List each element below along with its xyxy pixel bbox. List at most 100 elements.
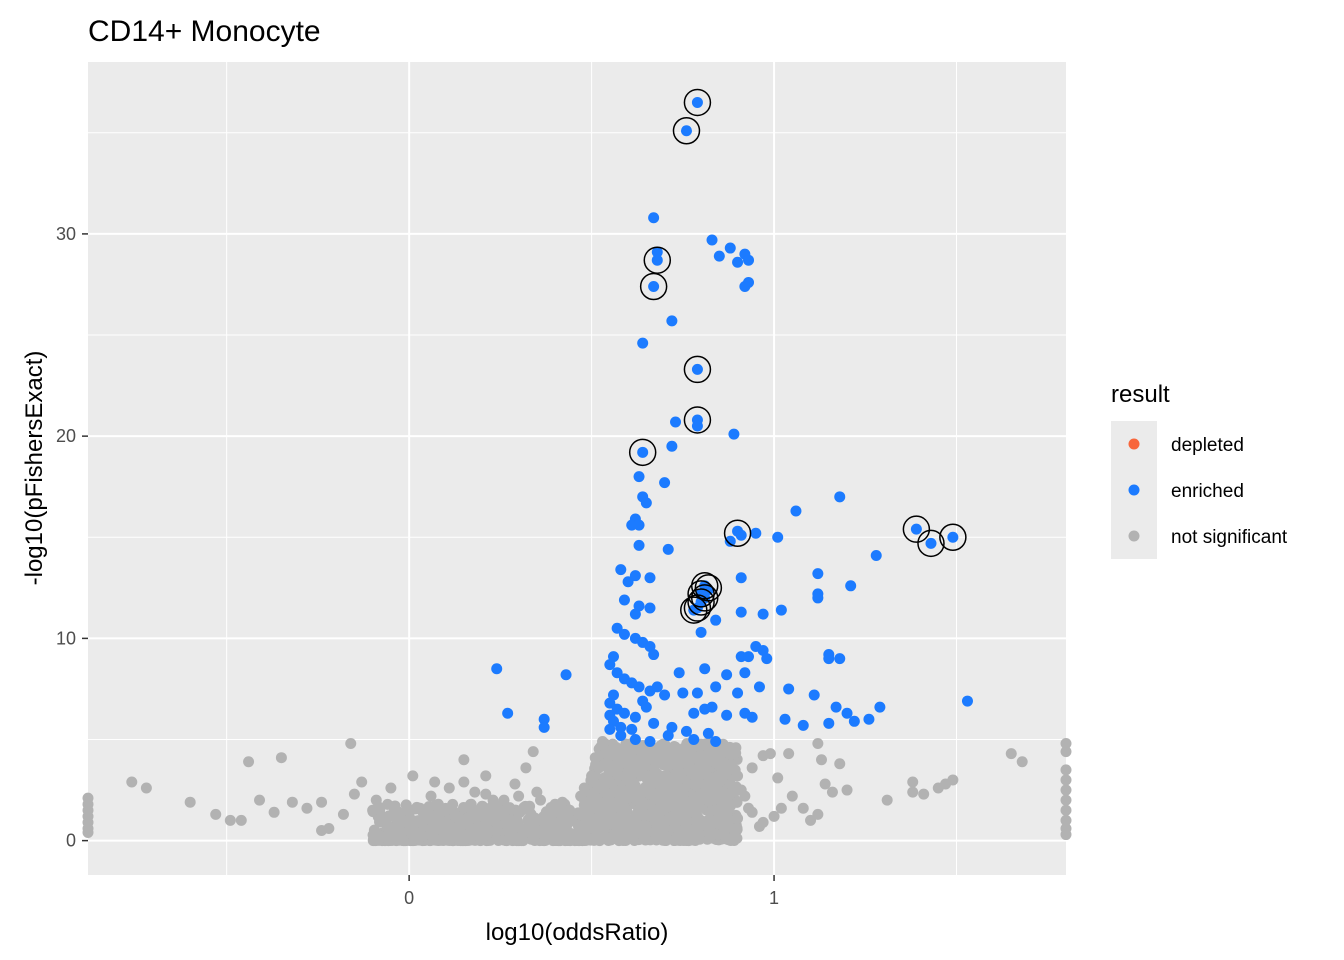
- point-enriched: [688, 734, 700, 745]
- point-not-significant: [607, 742, 619, 754]
- point-not-significant: [235, 814, 247, 826]
- point-enriched: [702, 727, 714, 739]
- point-not-significant: [772, 772, 784, 784]
- point-not-significant: [458, 776, 470, 788]
- point-not-significant: [710, 782, 722, 794]
- point-not-significant: [509, 778, 521, 790]
- highlight-ring: [628, 438, 657, 467]
- point-not-significant: [604, 776, 616, 788]
- point-enriched: [739, 667, 751, 679]
- point-not-significant: [345, 738, 357, 750]
- y-tick-label: 20: [56, 426, 76, 446]
- point-enriched: [870, 549, 882, 561]
- point-not-significant: [834, 758, 846, 770]
- highlight-ring: [639, 272, 668, 301]
- point-not-significant: [659, 746, 671, 758]
- point-enriched: [637, 446, 649, 458]
- point-not-significant: [651, 820, 663, 832]
- point-not-significant: [677, 792, 689, 804]
- point-not-significant: [458, 754, 470, 766]
- point-not-significant: [337, 808, 349, 820]
- point-not-significant: [1060, 774, 1072, 786]
- point-enriched: [710, 736, 722, 748]
- point-enriched: [666, 315, 678, 327]
- point-enriched: [648, 717, 660, 729]
- point-enriched: [622, 576, 634, 588]
- point-not-significant: [348, 788, 360, 800]
- point-not-significant: [1060, 764, 1072, 776]
- point-not-significant: [713, 760, 725, 772]
- point-not-significant: [602, 757, 614, 769]
- point-enriched: [688, 707, 700, 719]
- point-not-significant: [637, 744, 649, 756]
- point-enriched: [611, 622, 623, 634]
- point-enriched: [629, 570, 641, 582]
- point-not-significant: [724, 800, 736, 812]
- point-enriched: [640, 497, 652, 509]
- point-not-significant: [659, 796, 671, 808]
- point-not-significant: [403, 814, 415, 826]
- point-not-significant: [498, 810, 510, 822]
- point-not-significant: [730, 823, 742, 835]
- point-enriched: [670, 416, 682, 428]
- point-enriched: [775, 604, 787, 616]
- point-not-significant: [622, 766, 634, 778]
- point-not-significant: [611, 758, 623, 770]
- point-enriched: [746, 711, 758, 723]
- point-enriched: [710, 614, 722, 626]
- point-enriched: [691, 96, 703, 108]
- point-enriched: [706, 701, 718, 713]
- point-not-significant: [398, 835, 410, 847]
- point-not-significant: [316, 796, 328, 808]
- x-tick-label: 0: [404, 888, 414, 908]
- point-not-significant: [527, 746, 539, 758]
- point-enriched: [845, 580, 857, 592]
- y-tick-label: 0: [66, 831, 76, 851]
- point-not-significant: [513, 790, 525, 802]
- point-enriched: [633, 519, 645, 531]
- legend-title: result: [1111, 381, 1170, 408]
- point-not-significant: [691, 764, 703, 776]
- point-not-significant: [390, 826, 402, 838]
- point-not-significant: [385, 782, 397, 794]
- point-not-significant: [429, 776, 441, 788]
- point-not-significant: [783, 748, 795, 760]
- point-not-significant: [487, 794, 499, 806]
- point-enriched: [618, 628, 630, 640]
- point-not-significant: [593, 762, 605, 774]
- point-not-significant: [600, 818, 612, 830]
- point-not-significant: [527, 827, 539, 839]
- point-not-significant: [728, 748, 740, 760]
- point-enriched: [834, 491, 846, 503]
- point-enriched: [728, 428, 740, 440]
- point-not-significant: [603, 765, 615, 777]
- point-enriched: [750, 527, 762, 539]
- point-enriched: [721, 709, 733, 721]
- point-not-significant: [764, 748, 776, 760]
- point-enriched: [651, 254, 663, 266]
- point-not-significant: [392, 806, 404, 818]
- point-not-significant: [564, 804, 576, 816]
- point-enriched: [633, 471, 645, 483]
- point-not-significant: [462, 812, 474, 824]
- point-enriched: [604, 659, 616, 671]
- point-not-significant: [578, 782, 590, 794]
- point-not-significant: [648, 754, 660, 766]
- legend-label: enriched: [1171, 481, 1244, 502]
- highlight-ring: [687, 580, 715, 608]
- point-enriched: [633, 681, 645, 693]
- point-not-significant: [455, 835, 467, 847]
- point-not-significant: [826, 786, 838, 798]
- point-enriched: [538, 713, 550, 725]
- point-not-significant: [367, 804, 379, 816]
- point-not-significant: [1016, 756, 1028, 768]
- point-enriched: [724, 242, 736, 254]
- y-tick-label: 10: [56, 628, 76, 648]
- point-not-significant: [524, 800, 536, 812]
- point-enriched: [834, 653, 846, 665]
- point-not-significant: [812, 808, 824, 820]
- highlight-circles: [628, 88, 967, 624]
- point-enriched: [743, 254, 755, 266]
- point-enriched: [772, 531, 784, 543]
- highlight-ring: [683, 355, 712, 384]
